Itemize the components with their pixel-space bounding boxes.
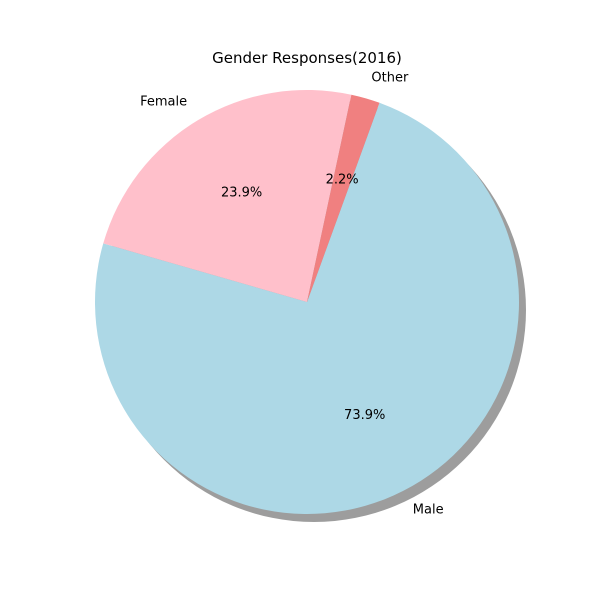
pie-slice-male [94, 102, 519, 515]
chart-title: Gender Responses(2016) [212, 49, 402, 67]
slice-pct-male: 73.9% [344, 408, 385, 423]
slice-pct-female: 23.9% [221, 185, 262, 200]
slice-pct-other: 2.2% [326, 172, 359, 187]
slice-label-female: Female [140, 94, 187, 109]
pie-slice-female [103, 90, 352, 302]
slice-label-male: Male [413, 502, 444, 517]
pie-slice-other [307, 94, 380, 302]
slice-label-other: Other [371, 70, 409, 85]
